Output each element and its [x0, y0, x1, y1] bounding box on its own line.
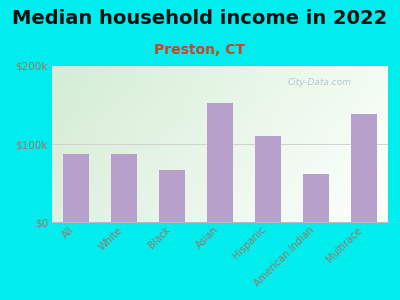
Text: Preston, CT: Preston, CT	[154, 44, 246, 58]
Bar	[207, 103, 233, 222]
Text: City-Data.com: City-Data.com	[287, 79, 351, 88]
Bar	[159, 170, 185, 222]
Bar	[351, 114, 377, 222]
Text: Median household income in 2022: Median household income in 2022	[12, 9, 388, 28]
Bar	[303, 174, 329, 222]
Bar	[255, 136, 281, 222]
Bar	[63, 154, 89, 222]
Bar	[111, 154, 137, 222]
